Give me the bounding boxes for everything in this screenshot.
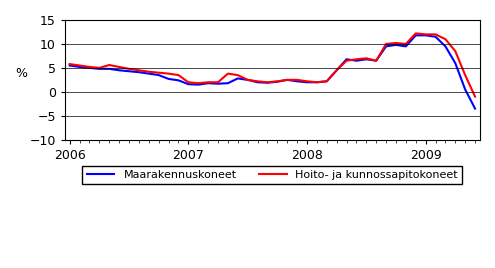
Maarakennuskoneet — [284, 78, 290, 81]
Hoito- ja kunnossapitokoneet — [87, 65, 93, 69]
Maarakennuskoneet — [146, 72, 152, 75]
Maarakennuskoneet — [156, 73, 162, 77]
Maarakennuskoneet — [175, 79, 181, 82]
Maarakennuskoneet — [245, 78, 250, 81]
Hoito- ja kunnossapitokoneet — [245, 78, 250, 81]
Legend: Maarakennuskoneet, Hoito- ja kunnossapitokoneet: Maarakennuskoneet, Hoito- ja kunnossapit… — [82, 166, 462, 184]
Maarakennuskoneet — [254, 81, 260, 84]
Maarakennuskoneet — [344, 58, 349, 61]
Hoito- ja kunnossapitokoneet — [215, 81, 221, 84]
Hoito- ja kunnossapitokoneet — [166, 72, 172, 75]
Maarakennuskoneet — [77, 65, 83, 69]
Hoito- ja kunnossapitokoneet — [353, 58, 359, 61]
Maarakennuskoneet — [373, 59, 379, 62]
Maarakennuskoneet — [462, 88, 468, 91]
Maarakennuskoneet — [106, 67, 112, 70]
Hoito- ja kunnossapitokoneet — [363, 57, 369, 60]
Maarakennuskoneet — [383, 45, 389, 48]
Hoito- ja kunnossapitokoneet — [373, 59, 379, 62]
Hoito- ja kunnossapitokoneet — [106, 64, 112, 67]
Hoito- ja kunnossapitokoneet — [314, 81, 320, 84]
Hoito- ja kunnossapitokoneet — [175, 73, 181, 77]
Hoito- ja kunnossapitokoneet — [472, 95, 478, 98]
Line: Hoito- ja kunnossapitokoneet: Hoito- ja kunnossapitokoneet — [70, 34, 475, 97]
Hoito- ja kunnossapitokoneet — [97, 66, 102, 69]
Hoito- ja kunnossapitokoneet — [433, 33, 439, 36]
Maarakennuskoneet — [205, 82, 211, 85]
Maarakennuskoneet — [97, 67, 102, 70]
Hoito- ja kunnossapitokoneet — [156, 71, 162, 74]
Maarakennuskoneet — [274, 80, 280, 83]
Hoito- ja kunnossapitokoneet — [126, 67, 132, 70]
Hoito- ja kunnossapitokoneet — [225, 72, 231, 75]
Maarakennuskoneet — [215, 82, 221, 85]
Maarakennuskoneet — [185, 83, 191, 86]
Maarakennuskoneet — [166, 77, 172, 80]
Hoito- ja kunnossapitokoneet — [423, 33, 429, 36]
Hoito- ja kunnossapitokoneet — [274, 80, 280, 83]
Hoito- ja kunnossapitokoneet — [304, 80, 310, 83]
Hoito- ja kunnossapitokoneet — [146, 70, 152, 73]
Hoito- ja kunnossapitokoneet — [413, 32, 419, 35]
Maarakennuskoneet — [87, 66, 93, 69]
Line: Maarakennuskoneet: Maarakennuskoneet — [70, 35, 475, 109]
Hoito- ja kunnossapitokoneet — [403, 42, 409, 46]
Maarakennuskoneet — [334, 69, 340, 72]
Maarakennuskoneet — [443, 45, 448, 48]
Hoito- ja kunnossapitokoneet — [185, 81, 191, 84]
Maarakennuskoneet — [195, 83, 201, 86]
Hoito- ja kunnossapitokoneet — [344, 59, 349, 62]
Maarakennuskoneet — [235, 77, 241, 80]
Maarakennuskoneet — [67, 64, 73, 67]
Maarakennuskoneet — [225, 82, 231, 85]
Maarakennuskoneet — [393, 43, 399, 47]
Maarakennuskoneet — [304, 81, 310, 84]
Hoito- ja kunnossapitokoneet — [136, 69, 142, 72]
Hoito- ja kunnossapitokoneet — [393, 41, 399, 44]
Hoito- ja kunnossapitokoneet — [324, 80, 330, 83]
Maarakennuskoneet — [433, 35, 439, 38]
Maarakennuskoneet — [423, 34, 429, 37]
Maarakennuskoneet — [413, 34, 419, 37]
Maarakennuskoneet — [403, 45, 409, 48]
Maarakennuskoneet — [324, 80, 330, 83]
Hoito- ja kunnossapitokoneet — [77, 64, 83, 67]
Hoito- ja kunnossapitokoneet — [294, 78, 300, 81]
Maarakennuskoneet — [126, 70, 132, 73]
Maarakennuskoneet — [472, 107, 478, 110]
Hoito- ja kunnossapitokoneet — [334, 69, 340, 72]
Hoito- ja kunnossapitokoneet — [195, 82, 201, 85]
Maarakennuskoneet — [136, 70, 142, 74]
Y-axis label: %: % — [15, 67, 27, 80]
Maarakennuskoneet — [314, 81, 320, 84]
Hoito- ja kunnossapitokoneet — [205, 81, 211, 84]
Maarakennuskoneet — [116, 69, 122, 72]
Maarakennuskoneet — [353, 59, 359, 62]
Hoito- ja kunnossapitokoneet — [264, 81, 270, 84]
Maarakennuskoneet — [264, 81, 270, 84]
Hoito- ja kunnossapitokoneet — [235, 73, 241, 77]
Maarakennuskoneet — [294, 80, 300, 83]
Maarakennuskoneet — [452, 61, 458, 65]
Maarakennuskoneet — [363, 58, 369, 61]
Hoito- ja kunnossapitokoneet — [443, 38, 448, 41]
Hoito- ja kunnossapitokoneet — [284, 78, 290, 81]
Hoito- ja kunnossapitokoneet — [116, 65, 122, 69]
Hoito- ja kunnossapitokoneet — [67, 62, 73, 66]
Hoito- ja kunnossapitokoneet — [383, 42, 389, 46]
Hoito- ja kunnossapitokoneet — [462, 73, 468, 77]
Hoito- ja kunnossapitokoneet — [254, 80, 260, 83]
Hoito- ja kunnossapitokoneet — [452, 50, 458, 53]
